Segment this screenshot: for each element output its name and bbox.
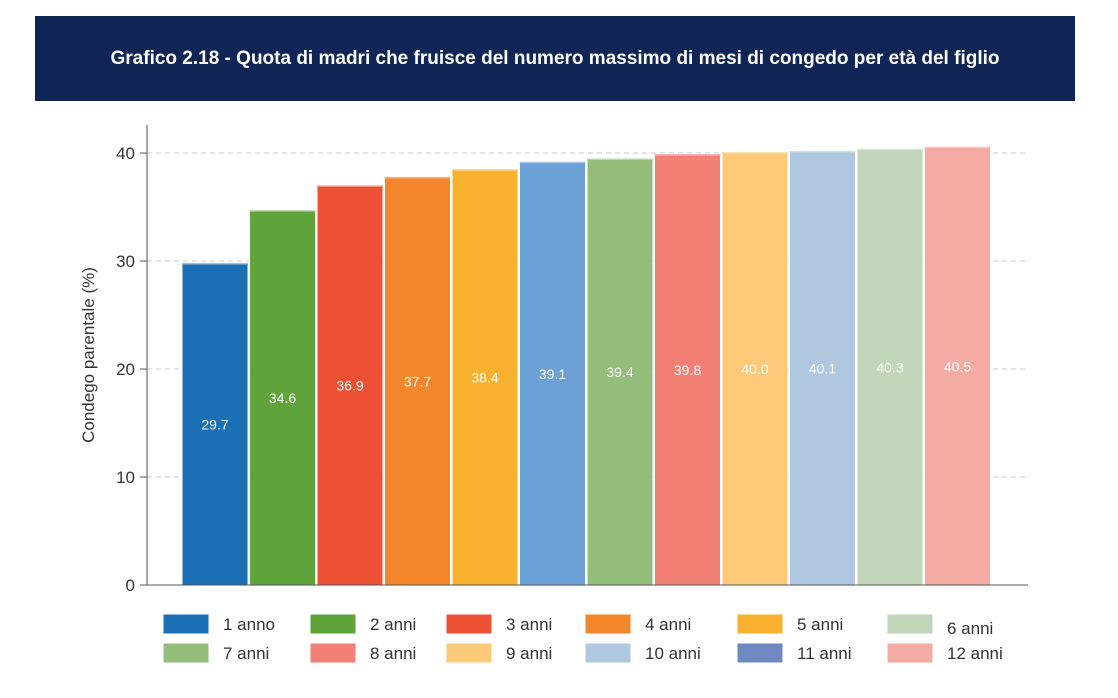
legend-swatch xyxy=(736,642,784,664)
legend-label: 1 anno xyxy=(223,615,275,634)
bar-value-label: 29.7 xyxy=(201,417,228,433)
legend-label: 10 anni xyxy=(645,644,701,663)
legend-label: 5 anni xyxy=(797,615,843,634)
axes: 0 10 20 30 40 Condego parentale (%) xyxy=(79,125,1028,595)
bar-value-label: 37.7 xyxy=(404,373,431,389)
bar-value-label: 40.3 xyxy=(876,359,903,375)
chart-title: Grafico 2.18 - Quota di madri che fruisc… xyxy=(110,47,1000,69)
legend-label: 6 anni xyxy=(947,619,993,638)
y-tick-label: 30 xyxy=(116,252,135,271)
legend-label: 12 anni xyxy=(947,644,1003,663)
legend-swatch xyxy=(445,613,493,635)
y-axis-title: Condego parentale (%) xyxy=(79,267,98,443)
value-labels: 29.7 34.6 36.9 37.7 38.4 39.1 39.4 39.8 40.0 40.1… xyxy=(201,358,971,432)
legend-swatch xyxy=(584,613,632,635)
bar-11 xyxy=(856,149,924,586)
legend-label: 8 anni xyxy=(370,644,416,663)
bar-value-label: 40.1 xyxy=(809,360,836,376)
legend-label: 4 anni xyxy=(645,615,691,634)
y-tick-label: 0 xyxy=(126,576,135,595)
chart-header: Grafico 2.18 - Quota di madri che fruisc… xyxy=(35,16,1075,101)
legend-label: 9 anni xyxy=(506,644,552,663)
legend-swatch xyxy=(584,642,632,664)
legend: 1 anno 2 anni 3 anni 4 anni 5 anni 6 anni 7 an… xyxy=(162,613,1003,664)
y-tick-label: 10 xyxy=(116,468,135,487)
bar-7 xyxy=(586,158,654,586)
bar-value-label: 40.0 xyxy=(741,361,768,377)
legend-swatch xyxy=(736,613,784,635)
bar-value-label: 40.5 xyxy=(944,358,971,374)
legend-label: 11 anni xyxy=(797,644,852,663)
bar-12 xyxy=(924,147,991,586)
bar-value-label: 38.4 xyxy=(471,370,498,386)
bars xyxy=(181,146,991,586)
bar-value-label: 39.1 xyxy=(539,366,566,382)
legend-swatch xyxy=(886,642,934,664)
bar-value-label: 34.6 xyxy=(269,390,296,406)
bar-6 xyxy=(519,162,586,586)
legend-label: 2 anni xyxy=(370,615,416,634)
legend-swatch xyxy=(445,642,493,664)
legend-label: 7 anni xyxy=(223,644,269,663)
legend-swatch xyxy=(162,613,210,635)
y-tick-label: 20 xyxy=(116,360,135,379)
bar-8 xyxy=(654,154,721,586)
bar-3 xyxy=(316,185,384,586)
y-tick-label: 40 xyxy=(116,144,135,163)
bar-2 xyxy=(249,210,316,586)
legend-label: 3 anni xyxy=(506,615,552,634)
bar-value-label: 39.4 xyxy=(606,364,633,380)
bar-value-label: 36.9 xyxy=(336,378,363,394)
bar-9 xyxy=(721,152,789,586)
bar-5 xyxy=(451,169,519,586)
legend-swatch xyxy=(309,613,357,635)
bar-value-label: 39.8 xyxy=(674,362,701,378)
legend-swatch xyxy=(162,642,210,664)
legend-swatch xyxy=(886,613,934,635)
bar-10 xyxy=(789,151,856,586)
legend-swatch xyxy=(309,642,357,664)
